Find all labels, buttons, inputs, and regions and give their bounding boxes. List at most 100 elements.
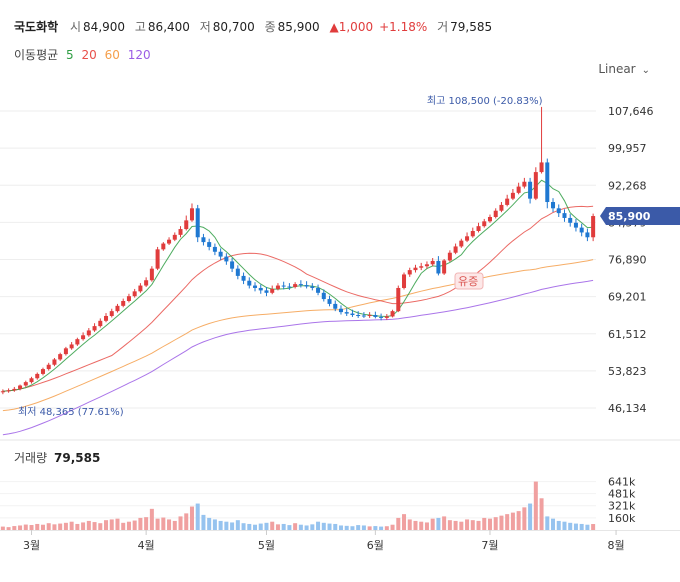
candle-body: [556, 208, 561, 214]
volume-bar: [379, 526, 384, 530]
candle-body: [12, 388, 17, 391]
candle-body: [470, 230, 475, 237]
candle-body: [367, 315, 372, 317]
candle-body: [218, 251, 223, 257]
candle-body: [413, 267, 418, 271]
ma-120[interactable]: 120: [127, 48, 151, 62]
volume-bar: [356, 525, 361, 530]
volume-value: 79,585: [450, 20, 493, 34]
event-badge: [454, 272, 484, 290]
volume-bar: [470, 520, 475, 530]
candle-body: [585, 232, 590, 238]
volume-bar: [230, 522, 235, 530]
x-tick-label: 4월: [138, 539, 155, 552]
volume-bar: [167, 519, 172, 530]
volume-bar: [149, 508, 154, 530]
volume-bar: [178, 516, 183, 530]
candle-body: [149, 268, 154, 281]
volume-bar: [304, 525, 309, 530]
price-tick-label: 92,268: [608, 179, 647, 192]
candle-body: [189, 208, 194, 221]
moving-average-legend: 이동평균 5 20 60 120: [14, 46, 155, 63]
volume-bar: [40, 524, 45, 530]
volume-bar: [270, 521, 275, 530]
candle-body: [545, 162, 550, 203]
candle-body: [172, 234, 177, 240]
candle-body: [98, 320, 103, 327]
volume-bar: [419, 521, 424, 530]
scale-dropdown[interactable]: Linear ⌄: [598, 62, 650, 76]
volume-tick-label: 160k: [608, 512, 636, 525]
open-value: 84,900: [83, 20, 126, 34]
event-badge-label: 유증: [458, 275, 478, 288]
candle-body: [407, 270, 412, 275]
candle-body: [224, 256, 229, 262]
ma-60[interactable]: 60: [104, 48, 120, 62]
candle-body: [212, 246, 217, 252]
candle-body: [109, 311, 114, 316]
candle-body: [195, 208, 200, 238]
volume-bar: [81, 522, 86, 530]
candle-body: [258, 287, 263, 291]
volume-bar: [539, 498, 544, 530]
candle-body: [379, 316, 384, 318]
candle-body: [46, 364, 51, 370]
volume-bar: [46, 523, 51, 530]
ma-5[interactable]: 5: [66, 48, 74, 62]
ma-20[interactable]: 20: [81, 48, 97, 62]
candle-body: [402, 274, 407, 288]
candle-body: [430, 260, 435, 265]
volume-bar: [321, 522, 326, 530]
candle-body: [447, 252, 452, 261]
volume-bar: [35, 523, 40, 530]
candle-body: [562, 213, 567, 218]
volume-bar: [402, 514, 407, 530]
candle-body: [287, 286, 292, 288]
current-price-label: 85,900: [608, 210, 651, 223]
close-value: 85,900: [277, 20, 320, 34]
volume-bar: [505, 514, 510, 530]
ma-5-line: [2, 179, 594, 392]
candle-body: [23, 382, 28, 386]
candle-body: [69, 344, 74, 349]
volume-bar: [413, 520, 418, 530]
candle-body: [52, 359, 57, 365]
open-label: 시: [70, 20, 82, 34]
candle-body: [6, 390, 11, 392]
price-tick-label: 53,823: [608, 365, 647, 378]
candle-body: [18, 385, 23, 389]
candle-body: [356, 315, 361, 317]
volume-bar: [275, 524, 280, 530]
volume-bar: [453, 520, 458, 530]
candle-body: [465, 236, 470, 241]
candle-body: [230, 261, 235, 269]
volume-bar: [384, 526, 389, 530]
x-tick-label: 7월: [481, 539, 498, 552]
volume-bar: [545, 516, 550, 530]
candle-body: [132, 291, 137, 297]
low-label: 저: [199, 20, 211, 34]
candle-body: [551, 202, 556, 209]
volume-bar: [396, 517, 401, 530]
volume-bar: [338, 525, 343, 530]
price-tick-label: 76,890: [608, 254, 647, 267]
candle-body: [161, 243, 166, 250]
volume-bar: [333, 523, 338, 530]
volume-bar: [407, 519, 412, 530]
volume-bar: [132, 520, 137, 530]
volume-tick-label: 321k: [608, 500, 636, 513]
volume-bar: [436, 517, 441, 530]
x-tick-label: 6월: [367, 539, 384, 552]
volume-bar: [293, 523, 298, 530]
candle-body: [333, 303, 338, 309]
candle-body: [533, 172, 538, 199]
candle-body: [155, 249, 160, 269]
ma-120-line: [2, 279, 594, 436]
candle-body: [58, 354, 63, 360]
volume-bar: [253, 524, 258, 530]
volume-bar: [201, 514, 206, 530]
volume-bar: [493, 517, 498, 530]
candle-body: [316, 287, 321, 293]
volume-bar: [482, 517, 487, 530]
